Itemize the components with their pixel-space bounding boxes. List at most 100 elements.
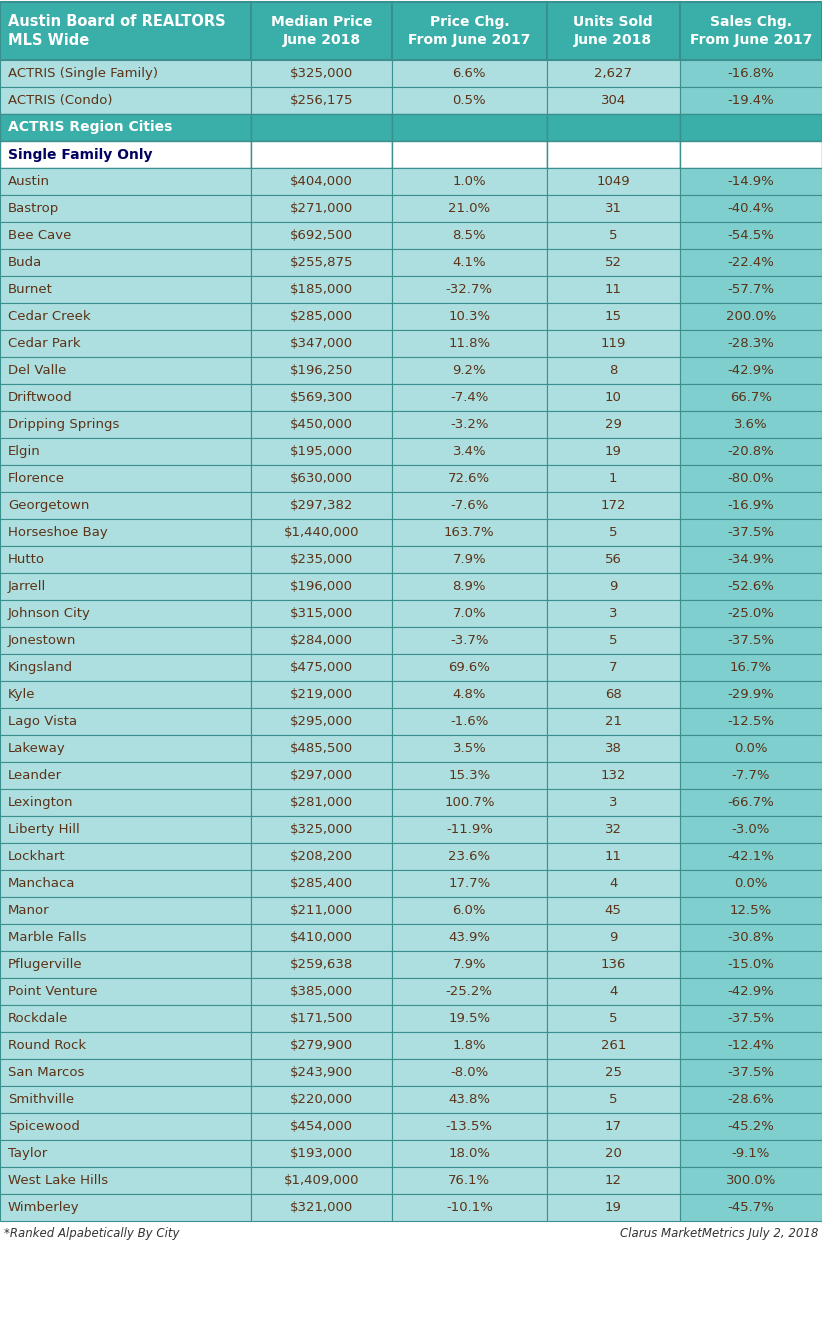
Bar [680,439,822,465]
Text: Kyle: Kyle [8,688,35,700]
Text: $297,382: $297,382 [289,498,353,512]
Bar [0,358,251,384]
Bar [680,599,822,627]
Text: -3.0%: -3.0% [732,823,770,836]
Text: -1.6%: -1.6% [450,715,488,728]
Bar [547,1086,680,1112]
Text: 172: 172 [600,498,626,512]
Text: 23.6%: 23.6% [448,851,491,863]
Bar [392,465,547,492]
Text: Horseshoe Bay: Horseshoe Bay [8,526,108,540]
Bar [251,952,392,978]
Text: Marble Falls: Marble Falls [8,932,86,944]
Bar [0,654,251,680]
Text: -15.0%: -15.0% [727,958,774,971]
Text: $450,000: $450,000 [290,419,353,431]
Bar [0,141,251,167]
Bar [392,384,547,411]
Bar [680,924,822,952]
Bar [547,195,680,222]
Bar [0,330,251,358]
Text: 4: 4 [609,877,617,890]
Text: *Ranked Alpabetically By City: *Ranked Alpabetically By City [4,1227,179,1240]
Text: $259,638: $259,638 [290,958,353,971]
Text: 5: 5 [609,1092,617,1106]
Text: -42.1%: -42.1% [727,851,774,863]
Bar [680,870,822,897]
Bar [0,843,251,870]
Bar [0,439,251,465]
Bar [392,843,547,870]
Bar [680,680,822,708]
Text: -37.5%: -37.5% [727,1066,774,1079]
Text: $285,000: $285,000 [290,310,353,323]
Text: -37.5%: -37.5% [727,634,774,647]
Bar [251,789,392,816]
Text: Sales Chg.
From June 2017: Sales Chg. From June 2017 [690,16,812,47]
Text: 100.7%: 100.7% [444,796,495,809]
Text: -16.9%: -16.9% [727,498,774,512]
Bar [680,735,822,762]
Text: ACTRIS (Single Family): ACTRIS (Single Family) [8,66,158,80]
Text: $235,000: $235,000 [290,553,353,566]
Bar [680,465,822,492]
Text: -16.8%: -16.8% [727,66,774,80]
Bar [547,439,680,465]
Bar [547,222,680,249]
Bar [0,114,251,141]
Bar [0,492,251,520]
Bar [0,1140,251,1167]
Text: -42.9%: -42.9% [727,364,774,377]
Text: $211,000: $211,000 [290,904,353,917]
Bar [680,492,822,520]
Bar [251,1033,392,1059]
Text: $475,000: $475,000 [290,661,353,674]
Bar [547,358,680,384]
Bar [0,789,251,816]
Text: -12.4%: -12.4% [727,1039,774,1053]
Bar [392,762,547,789]
Text: $220,000: $220,000 [290,1092,353,1106]
Bar [392,1167,547,1193]
Bar [547,952,680,978]
Text: $1,440,000: $1,440,000 [284,526,359,540]
Bar [547,870,680,897]
Text: Hutto: Hutto [8,553,45,566]
Text: -20.8%: -20.8% [727,445,774,459]
Text: 9: 9 [609,932,617,944]
Text: $385,000: $385,000 [290,985,353,998]
Bar [251,330,392,358]
Text: -57.7%: -57.7% [727,283,774,296]
Text: 8.9%: 8.9% [453,579,486,593]
Text: Pflugerville: Pflugerville [8,958,83,971]
Text: 8: 8 [609,364,617,377]
Bar [680,358,822,384]
Bar [251,411,392,439]
Bar [547,249,680,276]
Bar [392,439,547,465]
Text: $185,000: $185,000 [290,283,353,296]
Bar [680,573,822,599]
Bar [0,1086,251,1112]
Bar [392,978,547,1005]
Text: 132: 132 [600,769,626,781]
Bar [680,1112,822,1140]
Text: $692,500: $692,500 [290,229,353,242]
Bar [0,276,251,303]
Bar [547,1193,680,1221]
Text: -45.7%: -45.7% [727,1201,774,1213]
Bar [547,141,680,167]
Bar [0,86,251,114]
Text: -37.5%: -37.5% [727,1011,774,1025]
Text: $347,000: $347,000 [290,338,353,350]
Bar [0,1167,251,1193]
Bar [680,654,822,680]
Bar [547,546,680,573]
Bar [251,141,392,167]
Bar [680,1167,822,1193]
Bar [0,303,251,330]
Bar [547,897,680,924]
Bar [680,843,822,870]
Bar [0,60,251,86]
Text: 200.0%: 200.0% [726,310,776,323]
